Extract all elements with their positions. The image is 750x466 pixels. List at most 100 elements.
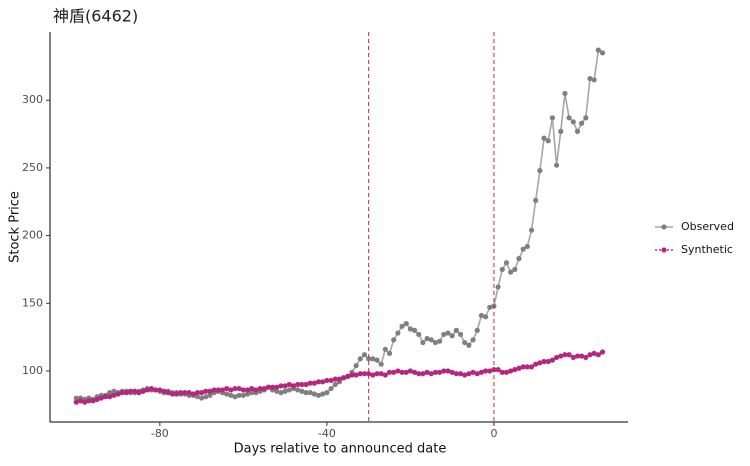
data-point	[194, 390, 201, 396]
data-point	[349, 372, 355, 378]
data-point	[599, 50, 606, 56]
data-point	[332, 376, 338, 382]
data-point	[94, 396, 100, 402]
data-point	[340, 375, 347, 381]
data-point	[470, 369, 476, 375]
data-point	[495, 284, 501, 290]
data-point	[445, 330, 451, 336]
series-line	[76, 48, 603, 401]
data-point	[132, 388, 138, 394]
data-point	[599, 349, 606, 355]
data-point	[269, 384, 276, 390]
data-point	[445, 368, 451, 374]
data-point	[315, 392, 322, 398]
data-point	[482, 368, 489, 374]
data-point	[153, 387, 159, 393]
data-point	[353, 372, 359, 378]
data-point	[299, 381, 305, 388]
data-point	[148, 385, 155, 392]
data-point	[432, 339, 439, 346]
data-point	[541, 135, 547, 141]
data-point	[90, 398, 96, 404]
data-point	[520, 246, 526, 252]
data-point	[366, 356, 372, 362]
data-point	[86, 398, 92, 404]
data-point	[303, 390, 309, 396]
data-point	[420, 371, 426, 377]
data-point	[545, 138, 551, 144]
data-point	[508, 269, 514, 275]
data-point	[499, 266, 505, 273]
data-point	[278, 383, 284, 389]
data-point	[328, 377, 334, 384]
data-point	[533, 197, 539, 203]
y-tick-label: 200	[22, 229, 43, 242]
data-point	[591, 350, 597, 356]
data-point	[136, 390, 142, 396]
data-point	[228, 392, 234, 398]
data-point	[324, 390, 330, 396]
data-point	[73, 399, 79, 405]
data-point	[286, 381, 292, 388]
data-point	[411, 327, 418, 333]
data-point	[236, 392, 242, 398]
data-point	[123, 390, 130, 396]
data-point	[441, 331, 447, 338]
data-point	[207, 392, 213, 398]
data-point	[566, 352, 572, 358]
data-point	[282, 388, 288, 394]
data-point	[487, 368, 493, 374]
data-point	[457, 331, 464, 338]
data-point	[140, 388, 146, 394]
data-point	[328, 385, 334, 392]
data-point	[311, 380, 317, 386]
data-point	[562, 90, 568, 97]
data-point	[249, 385, 255, 392]
data-point	[253, 387, 259, 393]
data-point	[307, 380, 313, 386]
data-point	[537, 168, 543, 174]
data-point	[524, 364, 530, 370]
data-point	[416, 331, 422, 338]
legend-label: Observed	[681, 220, 734, 233]
data-point	[566, 115, 572, 121]
data-point	[324, 377, 330, 384]
data-point	[428, 371, 434, 377]
data-point	[382, 346, 388, 352]
data-point	[391, 369, 397, 375]
data-point	[437, 338, 443, 344]
data-point	[278, 390, 284, 396]
data-point	[403, 320, 409, 327]
data-point	[303, 381, 309, 388]
data-point	[165, 390, 171, 396]
data-point	[503, 260, 510, 266]
data-point	[470, 337, 476, 343]
data-point	[320, 379, 326, 385]
data-point	[295, 381, 301, 388]
data-point	[378, 371, 384, 377]
data-point	[119, 390, 125, 396]
data-point	[232, 394, 238, 400]
data-point	[374, 371, 380, 377]
data-point	[111, 388, 117, 394]
data-point	[466, 342, 472, 348]
data-point	[198, 390, 205, 396]
data-point	[549, 357, 556, 363]
data-point	[173, 391, 180, 397]
data-point	[261, 385, 267, 392]
data-point	[516, 365, 522, 371]
y-axis-label: Stock Price	[8, 191, 23, 263]
data-point	[190, 391, 196, 397]
data-point	[82, 399, 88, 405]
data-point	[382, 372, 388, 378]
data-point	[487, 304, 493, 310]
y-tick-label: 300	[22, 93, 43, 106]
data-point	[73, 395, 79, 401]
data-point	[257, 385, 263, 392]
data-point	[553, 162, 560, 168]
data-point	[236, 385, 242, 392]
data-point	[203, 394, 209, 400]
data-point	[115, 391, 121, 397]
data-point	[98, 395, 104, 401]
data-point	[194, 394, 201, 400]
